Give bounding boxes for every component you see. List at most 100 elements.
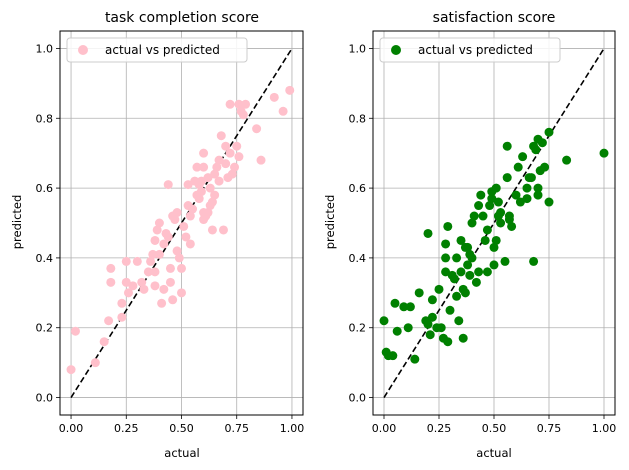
legend-box <box>66 37 248 63</box>
data-point <box>515 197 525 207</box>
data-point <box>529 256 539 266</box>
data-point <box>106 277 116 287</box>
legend-label: actual vs predicted <box>418 43 533 57</box>
data-point <box>441 239 451 249</box>
data-point <box>150 281 160 291</box>
data-point <box>489 260 499 270</box>
data-point <box>132 256 142 266</box>
data-point <box>159 239 169 249</box>
data-point <box>562 155 572 165</box>
data-point <box>491 183 501 193</box>
data-point <box>278 106 288 116</box>
y-tick-label: 0.2 <box>36 322 54 335</box>
subplot-satisfaction: satisfaction score actual predicted 0.00… <box>323 10 616 460</box>
data-point <box>465 270 475 280</box>
data-point <box>533 183 543 193</box>
data-point <box>203 173 213 183</box>
data-point <box>214 155 224 165</box>
data-point <box>194 194 204 204</box>
data-point <box>143 267 153 277</box>
data-point <box>168 295 178 305</box>
data-point <box>533 190 543 200</box>
y-tick-label: 0.0 <box>349 392 367 405</box>
data-point <box>227 169 237 179</box>
data-point <box>504 211 514 221</box>
x-tick-label: 1.00 <box>592 422 617 435</box>
data-point <box>531 145 541 155</box>
legend: actual vs predicted <box>66 37 248 63</box>
x-tick-label: 1.00 <box>280 422 305 435</box>
data-point <box>150 235 160 245</box>
data-point <box>441 253 451 263</box>
data-point <box>252 124 262 134</box>
data-point <box>185 239 195 249</box>
data-point <box>241 99 251 109</box>
data-point <box>199 148 209 158</box>
data-point <box>150 267 160 277</box>
x-tick-label: 0.25 <box>114 422 139 435</box>
data-point <box>192 162 202 172</box>
data-point <box>106 263 116 273</box>
y-tick-label: 0.8 <box>36 112 54 125</box>
data-point <box>544 127 554 137</box>
data-point <box>445 305 455 315</box>
legend-box <box>379 37 561 63</box>
data-point <box>599 148 609 158</box>
y-tick-label: 0.8 <box>349 112 367 125</box>
data-point <box>414 288 424 298</box>
reference-line-group <box>383 48 605 398</box>
data-point <box>478 211 488 221</box>
data-point <box>449 274 459 284</box>
data-point <box>207 197 217 207</box>
data-point <box>454 316 464 326</box>
data-point <box>502 173 512 183</box>
data-point <box>403 323 413 333</box>
data-point <box>458 333 468 343</box>
data-point <box>216 131 226 141</box>
data-point <box>172 208 182 218</box>
data-point <box>463 260 473 270</box>
data-point <box>152 225 162 235</box>
data-point <box>443 337 453 347</box>
x-tick-label: 0.75 <box>537 422 562 435</box>
data-point <box>199 162 209 172</box>
data-points <box>379 127 609 364</box>
data-point <box>196 187 206 197</box>
data-point <box>474 201 484 211</box>
data-point <box>90 358 100 368</box>
legend: actual vs predicted <box>379 37 561 63</box>
y-tick-label: 0.4 <box>36 252 54 265</box>
data-point <box>179 221 189 231</box>
data-point <box>474 267 484 277</box>
data-point <box>196 176 206 186</box>
data-point <box>137 277 147 287</box>
data-point <box>203 208 213 218</box>
data-point <box>181 232 191 242</box>
data-point <box>496 218 506 228</box>
data-point <box>436 323 446 333</box>
data-point <box>66 365 76 375</box>
y-ticks: 0.0 0.2 0.4 0.6 0.8 1.0 <box>36 42 60 405</box>
data-point <box>183 180 193 190</box>
data-point <box>163 180 173 190</box>
data-point <box>522 194 532 204</box>
data-point <box>70 326 80 336</box>
x-axis-label: actual <box>476 446 511 460</box>
data-point <box>379 316 389 326</box>
data-point <box>99 337 109 347</box>
data-point <box>146 256 156 266</box>
data-point <box>463 242 473 252</box>
data-point <box>238 110 248 120</box>
data-point <box>121 277 131 287</box>
data-point <box>390 298 400 308</box>
data-point <box>487 194 497 204</box>
y-tick-label: 0.2 <box>349 322 367 335</box>
data-point <box>104 316 114 326</box>
data-point <box>212 162 222 172</box>
x-tick-label: 0.00 <box>59 422 84 435</box>
y-tick-label: 1.0 <box>349 42 367 55</box>
y-tick-label: 0.0 <box>36 392 54 405</box>
y-tick-label: 0.6 <box>36 182 54 195</box>
data-point <box>493 197 503 207</box>
